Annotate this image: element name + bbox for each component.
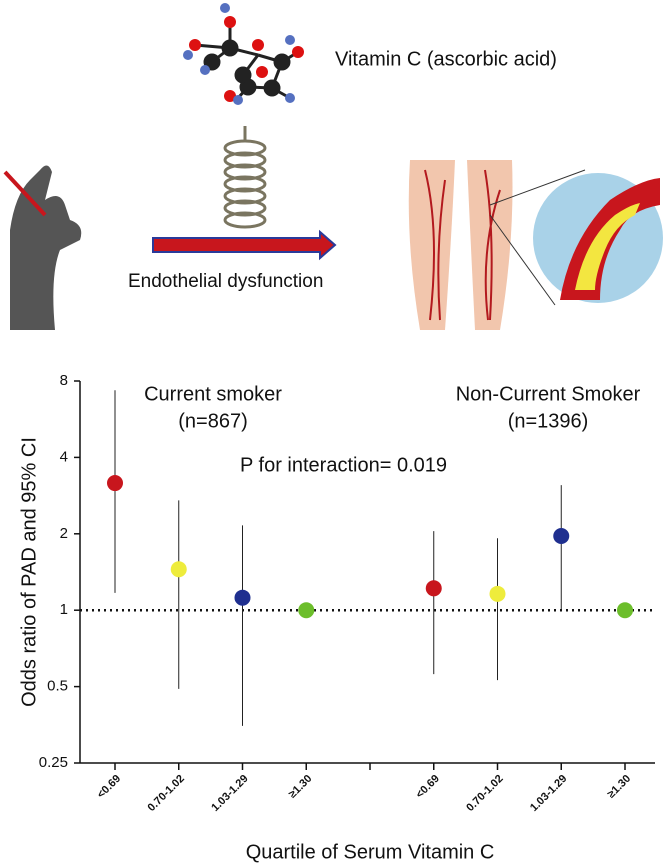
arrow-label: Endothelial dysfunction — [128, 271, 323, 292]
y-axis-label: Odds ratio of PAD and 95% CI — [18, 437, 40, 707]
molecule-illustration — [183, 3, 304, 105]
point — [170, 561, 187, 578]
molecule-label: Vitamin C (ascorbic acid) — [335, 48, 557, 70]
x-tick-label: 0.70-1.02 — [464, 773, 505, 814]
x-tick-label: <0.69 — [95, 773, 123, 801]
x-tick-label: 0.70-1.02 — [146, 773, 187, 814]
annotation: (n=867) — [178, 410, 248, 432]
point — [425, 580, 442, 597]
legs-illustration — [408, 160, 663, 330]
y-tick-label: 4 — [60, 448, 68, 465]
x-tick-label: 1.03-1.29 — [528, 773, 569, 814]
y-tick-label: 0.5 — [47, 678, 68, 695]
point — [298, 602, 315, 619]
x-axis-label: Quartile of Serum Vitamin C — [246, 841, 495, 863]
annotation: (n=1396) — [508, 410, 589, 432]
spring-illustration — [223, 126, 267, 229]
x-tick-label: 1.03-1.29 — [209, 773, 250, 814]
arrow — [152, 229, 337, 261]
y-tick-label: 8 — [60, 372, 68, 389]
x-tick-label: <0.69 — [414, 773, 442, 801]
point — [553, 528, 570, 545]
point — [107, 475, 123, 492]
point — [234, 589, 251, 606]
x-tick-label: ≥1.30 — [287, 773, 315, 801]
point — [489, 585, 506, 602]
annotation: P for interaction= 0.019 — [240, 454, 447, 476]
y-tick-label: 2 — [60, 525, 68, 542]
annotation: Non-Current Smoker — [456, 383, 641, 405]
point — [617, 602, 633, 619]
hand-illustration — [3, 165, 82, 330]
annotation: Current smoker — [144, 383, 282, 405]
y-tick-label: 1 — [60, 601, 68, 618]
x-tick-label: ≥1.30 — [605, 773, 633, 801]
y-tick-label: 0.25 — [39, 754, 68, 771]
